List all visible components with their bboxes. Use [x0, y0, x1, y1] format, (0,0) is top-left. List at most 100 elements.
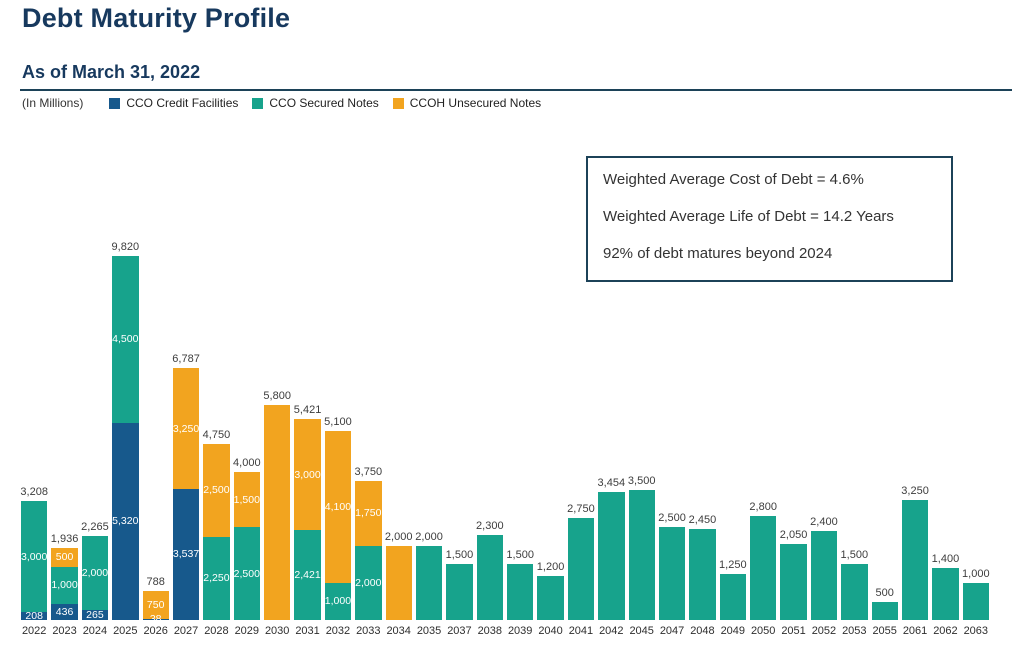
x-axis-label: 2061 — [902, 625, 928, 637]
as-of-date-subtitle: As of March 31, 2022 — [22, 62, 201, 82]
bar-column-2033: 3,750 1,750 2,000 2033 — [354, 466, 383, 638]
chart-legend: (In Millions) CCO Credit Facilities CCO … — [22, 96, 555, 110]
bar-column-2030: 5,800 2030 — [263, 390, 291, 638]
weighted-avg-cost-line: Weighted Average Cost of Debt = 4.6% — [603, 171, 864, 188]
x-axis-label: 2045 — [629, 625, 654, 637]
bar-total-label: 3,250 — [901, 484, 929, 497]
bar-total-label: 3,454 — [597, 477, 626, 489]
bar-column-2055: 500 2055 — [871, 587, 898, 639]
bar-segment — [264, 405, 291, 620]
units-label: (In Millions) — [22, 96, 84, 110]
legend-label: CCO Secured Notes — [269, 96, 379, 110]
secured-notes-swatch-icon — [252, 97, 264, 109]
x-axis-label: 2052 — [811, 625, 837, 637]
bar-stack — [962, 582, 989, 620]
bar-stack — [810, 531, 838, 620]
bar-segment: 4,100 — [324, 430, 352, 583]
x-axis-label: 2030 — [264, 625, 290, 637]
bar-segment — [628, 490, 655, 620]
bar-stack: 500 1,000 436 — [51, 548, 78, 620]
bar-segment: 2,500 — [233, 527, 260, 620]
bar-total-label: 2,000 — [415, 530, 443, 543]
bar-total-label: 3,500 — [627, 475, 656, 488]
bar-column-2061: 3,250 2061 — [901, 484, 929, 639]
bar-segment — [507, 564, 534, 620]
bar-segment: 3,537 — [172, 488, 200, 620]
bar-column-2035: 2,000 2035 — [415, 530, 443, 638]
bar-total-label: 2,500 — [658, 512, 686, 525]
x-axis-label: 2047 — [659, 625, 685, 637]
unsecured-notes-swatch-icon — [392, 97, 404, 109]
bar-segment — [962, 582, 989, 620]
bar-segment: 2,500 — [203, 443, 230, 537]
bar-stack: 3,000 2,421 — [294, 419, 321, 620]
bar-stack: 3,250 3,537 — [172, 368, 200, 620]
bar-segment: 750 — [142, 590, 169, 619]
bar-stack — [476, 534, 503, 620]
bar-total-label: 1,936 — [50, 533, 79, 546]
bar-column-2041: 2,750 2041 — [567, 503, 595, 638]
x-axis-label: 2051 — [781, 625, 806, 637]
x-axis-label: 2026 — [143, 625, 168, 637]
bar-total-label: 3,208 — [20, 486, 48, 499]
bar-segment — [415, 545, 443, 620]
bar-stack — [567, 518, 595, 620]
bar-segment — [841, 564, 868, 620]
bar-segment: 3,250 — [172, 368, 200, 489]
x-axis-label: 2055 — [872, 625, 897, 637]
x-axis-label: 2034 — [386, 625, 411, 637]
legend-label: CCOH Unsecured Notes — [409, 96, 542, 110]
bar-column-2032: 5,100 4,100 1,000 2032 — [324, 415, 352, 638]
bar-segment: 3,000 — [294, 419, 321, 531]
bar-stack: 1,750 2,000 — [355, 481, 382, 620]
bar-segment — [810, 531, 838, 620]
x-axis-label: 2053 — [842, 625, 867, 637]
x-axis-label: 2042 — [599, 625, 624, 637]
bar-column-2045: 3,500 2045 — [627, 475, 656, 638]
bar-segment — [901, 499, 929, 620]
bar-stack — [901, 499, 929, 620]
bar-segment — [446, 564, 473, 620]
bar-total-label: 2,300 — [476, 519, 504, 532]
bar-stack: 750 38 — [142, 590, 169, 625]
header-divider — [20, 89, 1012, 91]
bar-total-label: 2,450 — [688, 514, 717, 527]
bar-column-2052: 2,400 2052 — [810, 516, 838, 638]
x-axis-label: 2062 — [933, 625, 958, 637]
bar-stack — [658, 527, 686, 620]
bar-segment: 38 — [142, 613, 169, 625]
x-axis-label: 2041 — [568, 625, 594, 637]
bar-stack — [264, 405, 291, 620]
legend-label: CCO Credit Facilities — [126, 96, 239, 110]
bar-total-label: 3,750 — [354, 466, 383, 479]
credit-facilities-swatch-icon — [109, 97, 121, 109]
bar-segment: 265 — [81, 609, 109, 621]
bar-total-label: 1,250 — [719, 558, 747, 571]
bar-column-2028: 4,750 2,500 2,250 2028 — [203, 429, 231, 638]
bar-total-label: 4,000 — [233, 456, 261, 469]
bar-segment: 436 — [51, 603, 78, 620]
x-axis-label: 2031 — [295, 625, 320, 637]
bar-total-label: 9,820 — [111, 241, 140, 254]
x-axis-label: 2025 — [113, 625, 138, 637]
bar-segment: 1,750 — [355, 481, 382, 546]
bar-stack — [598, 492, 625, 620]
bar-stack — [689, 529, 716, 620]
debt-summary-callout-box: Weighted Average Cost of Debt = 4.6% Wei… — [586, 156, 953, 282]
bar-segment — [871, 601, 898, 620]
bar-stack: 4,100 1,000 — [324, 430, 352, 620]
bar-column-2037: 1,500 2037 — [446, 549, 474, 638]
x-axis-label: 2027 — [173, 625, 199, 637]
bar-segment — [598, 492, 625, 620]
bar-segment — [750, 516, 777, 620]
x-axis-label: 2063 — [963, 625, 989, 637]
bar-total-label: 5,100 — [324, 415, 352, 428]
bar-column-2029: 4,000 1,500 2,500 2029 — [233, 456, 261, 638]
x-axis-label: 2024 — [82, 625, 108, 637]
bar-stack — [415, 545, 443, 620]
bar-segment: 2,000 — [355, 545, 382, 620]
bar-total-label: 2,265 — [81, 521, 109, 534]
bar-stack: 4,500 5,320 — [112, 256, 139, 620]
bar-total-label: 1,000 — [962, 567, 990, 580]
bar-stack — [750, 516, 777, 620]
